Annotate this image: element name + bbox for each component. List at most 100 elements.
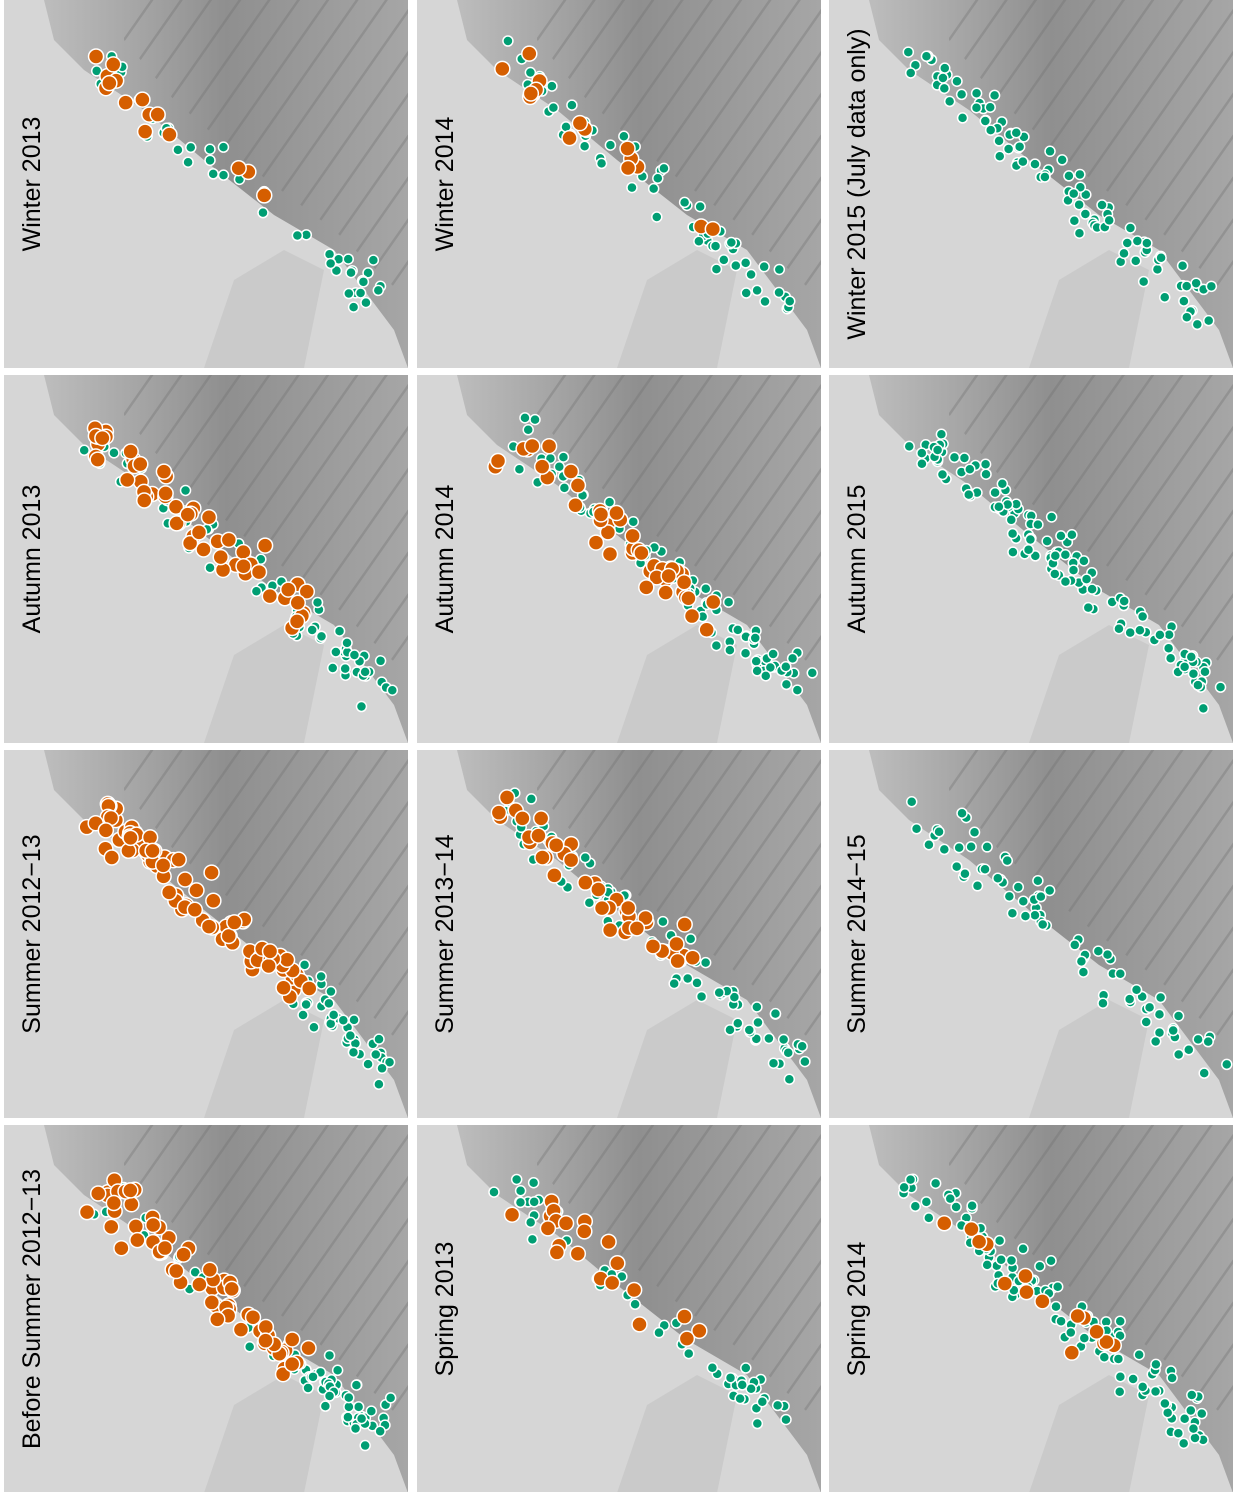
map-point bbox=[1007, 908, 1017, 918]
map-point bbox=[80, 1205, 95, 1220]
map-point bbox=[258, 1333, 273, 1348]
map-point bbox=[982, 842, 992, 852]
map-point bbox=[559, 1216, 574, 1231]
map-point bbox=[1046, 1256, 1056, 1266]
map-point bbox=[701, 958, 711, 968]
map-point bbox=[219, 170, 229, 180]
map-point bbox=[899, 1182, 909, 1192]
map-point bbox=[531, 828, 546, 843]
map-point bbox=[191, 525, 206, 540]
map-point bbox=[1128, 1374, 1138, 1384]
map-point bbox=[1180, 662, 1190, 672]
map-point bbox=[567, 100, 577, 110]
map-point bbox=[542, 439, 557, 454]
map-point bbox=[123, 1183, 138, 1198]
map-point bbox=[204, 865, 219, 880]
map-point bbox=[135, 92, 150, 107]
map-point bbox=[725, 645, 735, 655]
map-point bbox=[570, 1246, 585, 1261]
map-point bbox=[752, 1002, 762, 1012]
map-point bbox=[1179, 1438, 1189, 1448]
map-point bbox=[957, 808, 967, 818]
map-point bbox=[559, 483, 569, 493]
map-point bbox=[940, 63, 950, 73]
map-point bbox=[1011, 128, 1021, 138]
map-point bbox=[106, 57, 121, 72]
map-point bbox=[354, 1402, 364, 1412]
map-point bbox=[591, 882, 606, 897]
map-point bbox=[724, 597, 734, 607]
map-point bbox=[89, 49, 104, 64]
map-point bbox=[572, 116, 587, 131]
map-point bbox=[677, 575, 692, 590]
map-point bbox=[1018, 896, 1028, 906]
map-point bbox=[1190, 1433, 1200, 1443]
map-panel: Autumn 2015 bbox=[829, 375, 1233, 743]
map-point bbox=[1151, 1359, 1161, 1369]
map-point bbox=[967, 1201, 977, 1211]
map-point bbox=[994, 136, 1004, 146]
map-point bbox=[303, 1383, 313, 1393]
panel-label: Summer 2014−15 bbox=[843, 834, 871, 1033]
map-point bbox=[1184, 1045, 1194, 1055]
map-panel: Before Summer 2012−13 bbox=[4, 1125, 408, 1492]
map-point bbox=[609, 506, 624, 521]
map-point bbox=[106, 1196, 121, 1211]
map-point bbox=[123, 444, 138, 459]
map-point bbox=[917, 459, 927, 469]
map-point bbox=[994, 502, 1004, 512]
map-point bbox=[1174, 1049, 1184, 1059]
map-point bbox=[173, 145, 183, 155]
map-point bbox=[679, 1331, 694, 1346]
map-point bbox=[491, 805, 506, 820]
map-point bbox=[128, 1219, 143, 1234]
map-point bbox=[726, 237, 736, 247]
map-point bbox=[965, 464, 975, 474]
map-point bbox=[788, 653, 798, 663]
map-point bbox=[313, 597, 323, 607]
map-point bbox=[625, 528, 640, 543]
map-point bbox=[1104, 215, 1114, 225]
map-point bbox=[218, 142, 228, 152]
map-point bbox=[1070, 940, 1080, 950]
map-point bbox=[309, 1022, 319, 1032]
map-point bbox=[1206, 281, 1216, 291]
map-point bbox=[547, 868, 562, 883]
map-point bbox=[621, 901, 636, 916]
map-point bbox=[183, 157, 193, 167]
map-point bbox=[1040, 172, 1050, 182]
map-point bbox=[1033, 876, 1043, 886]
map-point bbox=[1097, 200, 1107, 210]
map-point bbox=[1197, 1409, 1207, 1419]
map-point bbox=[1013, 882, 1023, 892]
panel-label: Before Summer 2012−13 bbox=[18, 1169, 46, 1449]
map-point bbox=[933, 445, 943, 455]
map-point bbox=[957, 89, 967, 99]
map-point bbox=[1089, 1324, 1104, 1339]
map-point bbox=[744, 1025, 754, 1035]
map-point bbox=[206, 893, 221, 908]
map-point bbox=[677, 1309, 692, 1324]
map-point bbox=[1051, 1302, 1061, 1312]
map-point bbox=[257, 188, 272, 203]
map-point bbox=[1141, 1017, 1151, 1027]
map-point bbox=[527, 1234, 537, 1244]
map-point bbox=[931, 1178, 941, 1188]
panel-label: Autumn 2015 bbox=[843, 485, 871, 634]
map-point bbox=[711, 241, 721, 251]
map-point bbox=[1099, 1352, 1109, 1362]
map-point bbox=[503, 36, 513, 46]
map-point bbox=[361, 298, 371, 308]
map-point bbox=[568, 498, 583, 513]
map-point bbox=[516, 1186, 526, 1196]
map-point bbox=[733, 625, 743, 635]
map-point bbox=[374, 1079, 384, 1089]
map-point bbox=[694, 236, 704, 246]
map-point bbox=[706, 595, 721, 610]
map-point bbox=[741, 258, 751, 268]
map-point bbox=[934, 827, 944, 837]
map-point bbox=[534, 811, 549, 826]
map-point bbox=[1050, 569, 1060, 579]
map-point bbox=[741, 288, 751, 298]
map-point bbox=[1125, 628, 1135, 638]
